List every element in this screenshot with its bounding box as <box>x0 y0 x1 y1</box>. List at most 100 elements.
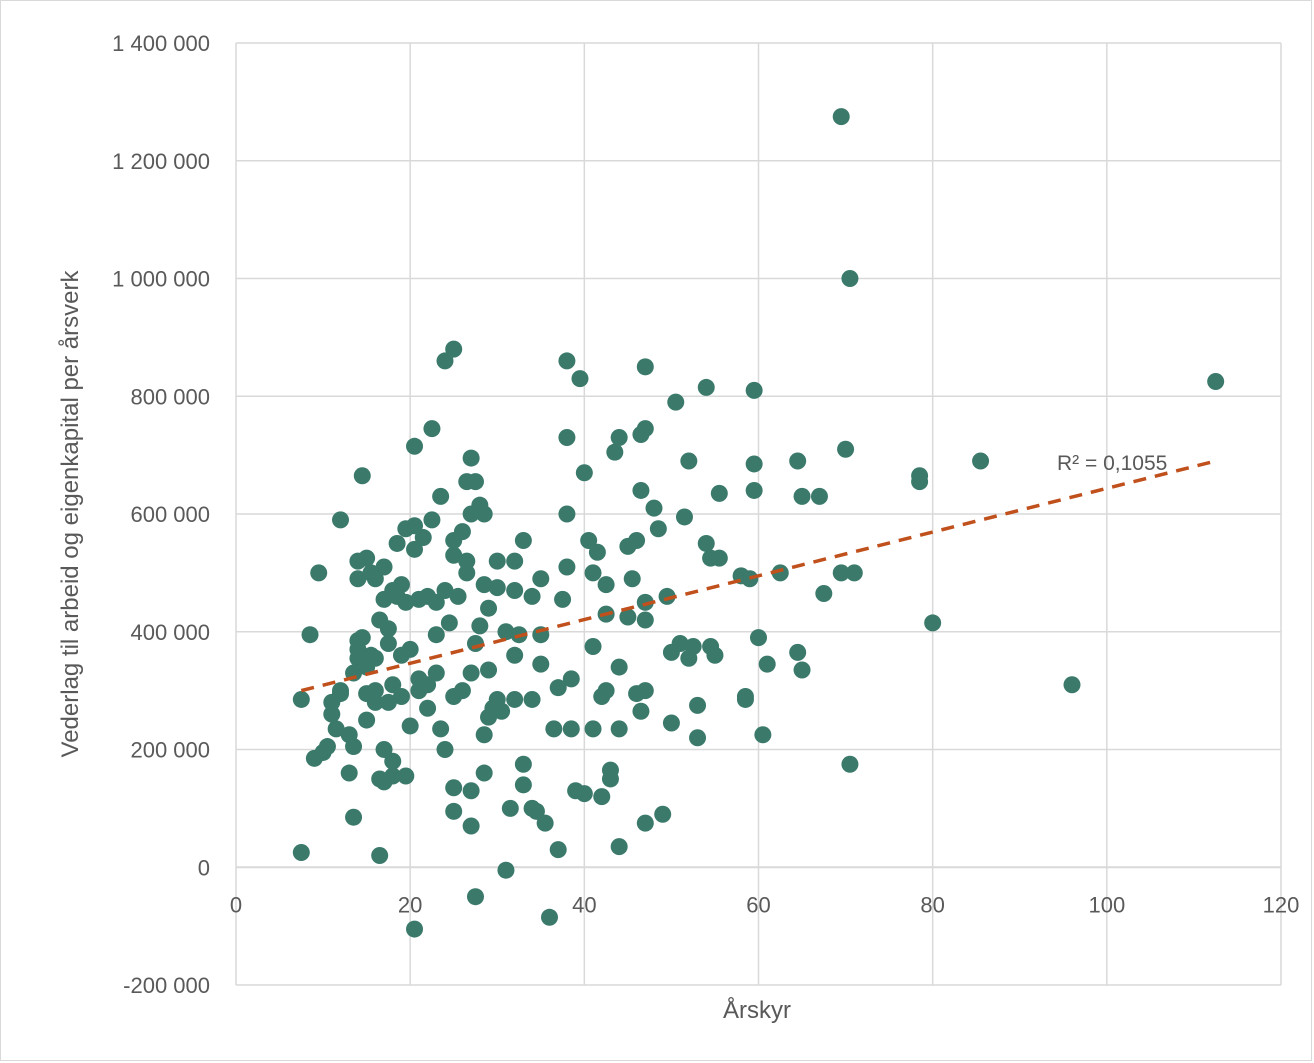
data-point <box>406 920 424 938</box>
data-point <box>575 464 593 482</box>
data-point <box>406 540 424 558</box>
y-tick-label: 200 000 <box>130 738 210 763</box>
data-point <box>793 487 811 505</box>
data-point <box>466 888 484 906</box>
data-point <box>549 841 567 859</box>
data-point <box>488 552 506 570</box>
data-point <box>414 529 432 547</box>
data-point <box>432 720 450 738</box>
gridlines <box>235 42 1282 986</box>
data-point <box>601 761 619 779</box>
data-point <box>532 655 550 673</box>
data-point <box>332 682 349 700</box>
data-point <box>353 629 371 647</box>
data-point <box>466 473 484 491</box>
data-point <box>606 443 624 461</box>
data-point <box>310 564 328 582</box>
data-point <box>619 608 637 626</box>
data-point <box>445 340 463 358</box>
data-point <box>636 593 654 611</box>
x-tick-label: 80 <box>920 892 944 917</box>
data-point <box>558 428 576 446</box>
data-point <box>562 720 580 738</box>
data-point <box>475 576 493 594</box>
data-point <box>680 452 698 470</box>
data-point <box>488 579 506 597</box>
data-point <box>406 517 424 535</box>
data-point <box>332 511 349 529</box>
data-point <box>706 646 724 664</box>
data-point <box>397 593 415 611</box>
data-point <box>549 679 567 697</box>
data-point <box>462 782 480 800</box>
data-point <box>453 523 471 541</box>
data-point <box>832 564 850 582</box>
data-point <box>453 682 471 700</box>
data-point <box>610 720 628 738</box>
data-point <box>575 785 593 803</box>
data-point <box>532 570 550 588</box>
data-point <box>514 755 532 773</box>
data-point <box>593 788 611 806</box>
data-point <box>750 629 767 647</box>
y-tick-label: 600 000 <box>130 502 210 527</box>
data-point <box>436 582 454 600</box>
y-tick-label: 800 000 <box>130 384 210 409</box>
data-point <box>610 838 628 856</box>
data-point <box>623 570 641 588</box>
data-point <box>771 564 789 582</box>
data-point <box>554 590 572 608</box>
data-point <box>353 467 371 485</box>
data-point <box>506 552 524 570</box>
data-point <box>445 802 463 820</box>
data-point <box>445 779 463 797</box>
x-tick-label: 0 <box>230 892 242 917</box>
data-point <box>506 582 524 600</box>
data-point <box>440 614 458 632</box>
data-point <box>366 693 384 711</box>
data-point <box>671 635 689 653</box>
data-point <box>636 358 654 376</box>
data-point <box>536 814 554 832</box>
trendline-group: R² = 0,1055 <box>300 452 1217 693</box>
data-point <box>628 531 646 549</box>
data-point <box>745 481 763 499</box>
data-point <box>501 799 519 817</box>
data-point <box>584 564 602 582</box>
x-tick-label: 20 <box>398 892 422 917</box>
data-point <box>588 543 606 561</box>
data-point <box>584 637 602 655</box>
data-point <box>758 655 776 673</box>
data-point <box>841 755 859 773</box>
data-point <box>736 690 754 708</box>
data-point <box>493 702 511 720</box>
data-point <box>458 564 476 582</box>
data-point <box>423 511 441 529</box>
x-axis-ticks: 0 20 40 60 80 100 120 <box>230 892 1299 917</box>
data-point <box>345 738 363 756</box>
data-point <box>597 682 615 700</box>
data-point <box>497 861 515 879</box>
data-point <box>523 587 541 605</box>
data-point <box>810 487 828 505</box>
data-point <box>972 452 990 470</box>
data-point <box>358 711 376 729</box>
data-point <box>710 484 728 502</box>
data-point <box>462 449 480 467</box>
data-point <box>475 764 493 782</box>
data-point <box>514 776 532 794</box>
data-point <box>793 661 811 679</box>
data-point <box>558 505 576 523</box>
data-point <box>462 817 480 835</box>
y-tick-label: 0 <box>198 855 210 880</box>
data-point <box>745 381 763 399</box>
data-point <box>292 690 310 708</box>
data-point <box>789 452 807 470</box>
data-point <box>475 726 493 744</box>
data-point <box>423 420 441 438</box>
data-point <box>392 688 410 706</box>
data-point <box>397 767 415 785</box>
data-point <box>558 352 576 370</box>
y-tick-label: 1 200 000 <box>112 149 210 174</box>
data-point <box>427 593 445 611</box>
